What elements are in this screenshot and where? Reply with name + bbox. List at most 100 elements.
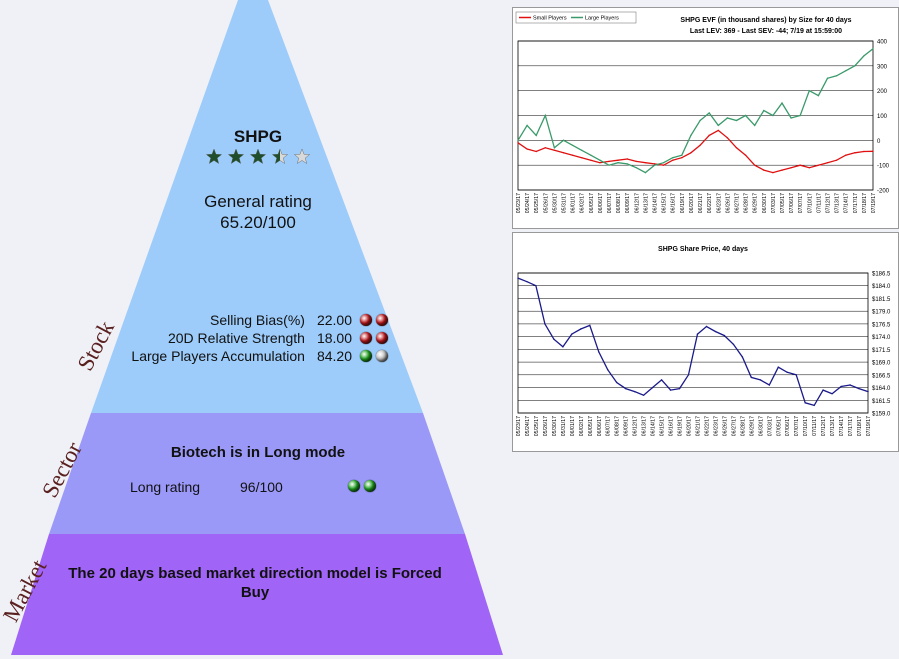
data-point xyxy=(517,142,519,144)
data-point xyxy=(644,161,647,164)
evf-chart: SHPG EVF (in thousand shares) by Size fo… xyxy=(515,11,890,213)
metric-value: 84.20 xyxy=(316,348,352,364)
x-tick-label: 07/06/17 xyxy=(785,416,791,436)
metric-label: 20D Relative Strength xyxy=(167,330,305,346)
data-point xyxy=(608,160,610,163)
x-tick-label: 07/11/17 xyxy=(816,193,822,213)
x-tick-label: 06/26/17 xyxy=(725,193,731,213)
data-point xyxy=(517,277,519,279)
x-tick-label: 06/16/17 xyxy=(671,193,677,213)
data-point xyxy=(672,157,674,159)
x-tick-label: 06/26/17 xyxy=(722,416,728,436)
sector-headline: Biotech is in Long mode xyxy=(170,444,346,461)
data-point xyxy=(808,166,810,169)
data-point xyxy=(598,351,600,353)
x-tick-label: 06/19/17 xyxy=(678,416,684,436)
x-tick-label: 05/30/17 xyxy=(552,416,558,436)
x-tick-label: 07/05/17 xyxy=(780,193,786,213)
star-icon-2 xyxy=(227,148,245,164)
stock-tier xyxy=(91,0,423,413)
data-point xyxy=(571,333,573,335)
x-tick-label: 06/29/17 xyxy=(753,193,759,213)
data-point xyxy=(599,159,601,161)
x-tick-label: 07/17/17 xyxy=(853,193,859,213)
metric-row: 20D Relative Strength 18.00 xyxy=(168,330,388,346)
data-point xyxy=(642,394,645,396)
x-tick-label: 07/07/17 xyxy=(794,416,800,436)
y-tick-label: 400 xyxy=(877,40,888,46)
x-tick-label: 07/03/17 xyxy=(771,193,777,213)
data-point xyxy=(872,47,874,50)
y-tick-label: $159.0 xyxy=(872,412,891,418)
data-point xyxy=(635,160,638,163)
metric-row: Selling Bias(%) 22.00 xyxy=(210,312,388,328)
y-tick-label: $164.0 xyxy=(872,386,891,392)
x-tick-label: 06/19/17 xyxy=(680,193,686,213)
data-point xyxy=(553,338,555,340)
y-tick-label: 100 xyxy=(877,114,888,120)
data-point xyxy=(553,149,556,151)
data-point xyxy=(690,152,692,154)
data-point xyxy=(617,159,619,161)
y-tick-label: -100 xyxy=(877,164,890,170)
data-point xyxy=(732,343,735,345)
data-point xyxy=(844,154,847,156)
x-tick-label: 07/19/17 xyxy=(866,416,872,436)
data-point xyxy=(844,70,847,72)
data-point xyxy=(790,117,792,119)
data-point xyxy=(753,164,756,166)
metric-label: Selling Bias(%) xyxy=(210,312,305,328)
y-tick-label: $186.5 xyxy=(872,272,891,278)
data-point xyxy=(681,157,683,159)
rating-pyramid xyxy=(11,0,503,655)
y-tick-label: $169.0 xyxy=(872,361,891,367)
status-dot-gray xyxy=(376,350,388,362)
x-tick-label: 06/16/17 xyxy=(669,416,675,436)
x-tick-label: 07/06/17 xyxy=(789,193,795,213)
data-point xyxy=(763,109,765,112)
x-tick-label: 06/15/17 xyxy=(662,193,668,213)
market-tier xyxy=(11,534,503,655)
chart-title: SHPG Share Price, 40 days xyxy=(658,246,748,253)
data-point xyxy=(699,144,701,146)
x-tick-label: 06/30/17 xyxy=(762,193,768,213)
y-tick-label: $166.5 xyxy=(872,373,891,379)
chart-subtitle: Last LEV: 369 - Last SEV: -44; 7/19 at 1… xyxy=(690,28,842,35)
data-point xyxy=(616,381,618,384)
legend-label: Small Players xyxy=(533,16,567,22)
star-icon-1 xyxy=(205,148,223,164)
data-point xyxy=(831,392,833,395)
data-point xyxy=(662,161,665,164)
general-rating-value: 65.20/100 xyxy=(220,213,296,232)
data-point xyxy=(854,65,856,67)
data-point xyxy=(678,387,681,390)
x-tick-label: 07/18/17 xyxy=(857,416,863,436)
data-point xyxy=(526,280,528,283)
data-point xyxy=(571,154,574,156)
x-tick-label: 06/14/17 xyxy=(651,416,657,436)
data-point xyxy=(690,134,692,137)
data-point xyxy=(662,164,665,166)
data-point xyxy=(781,102,783,104)
data-point xyxy=(822,389,824,391)
data-point xyxy=(580,328,582,330)
metric-value: 18.00 xyxy=(316,330,352,346)
status-dot-red xyxy=(376,314,388,326)
x-tick-label: 07/14/17 xyxy=(839,416,845,436)
x-tick-label: 06/07/17 xyxy=(607,193,613,213)
data-point xyxy=(562,139,565,142)
x-tick-label: 06/21/17 xyxy=(698,193,704,213)
data-point xyxy=(799,114,801,117)
star-icon-5 xyxy=(293,148,311,164)
data-point xyxy=(808,89,810,92)
price-chart-panel: SHPG Share Price, 40 days $186.5 $184.0 $18… xyxy=(512,232,899,452)
data-point xyxy=(717,129,719,132)
data-point xyxy=(744,154,747,156)
x-tick-label: 06/02/17 xyxy=(580,193,586,213)
data-point xyxy=(544,114,547,117)
data-point xyxy=(571,144,574,146)
data-point xyxy=(726,137,729,139)
data-point xyxy=(526,148,528,150)
data-point xyxy=(753,124,756,127)
x-tick-label: 05/24/17 xyxy=(525,193,531,213)
